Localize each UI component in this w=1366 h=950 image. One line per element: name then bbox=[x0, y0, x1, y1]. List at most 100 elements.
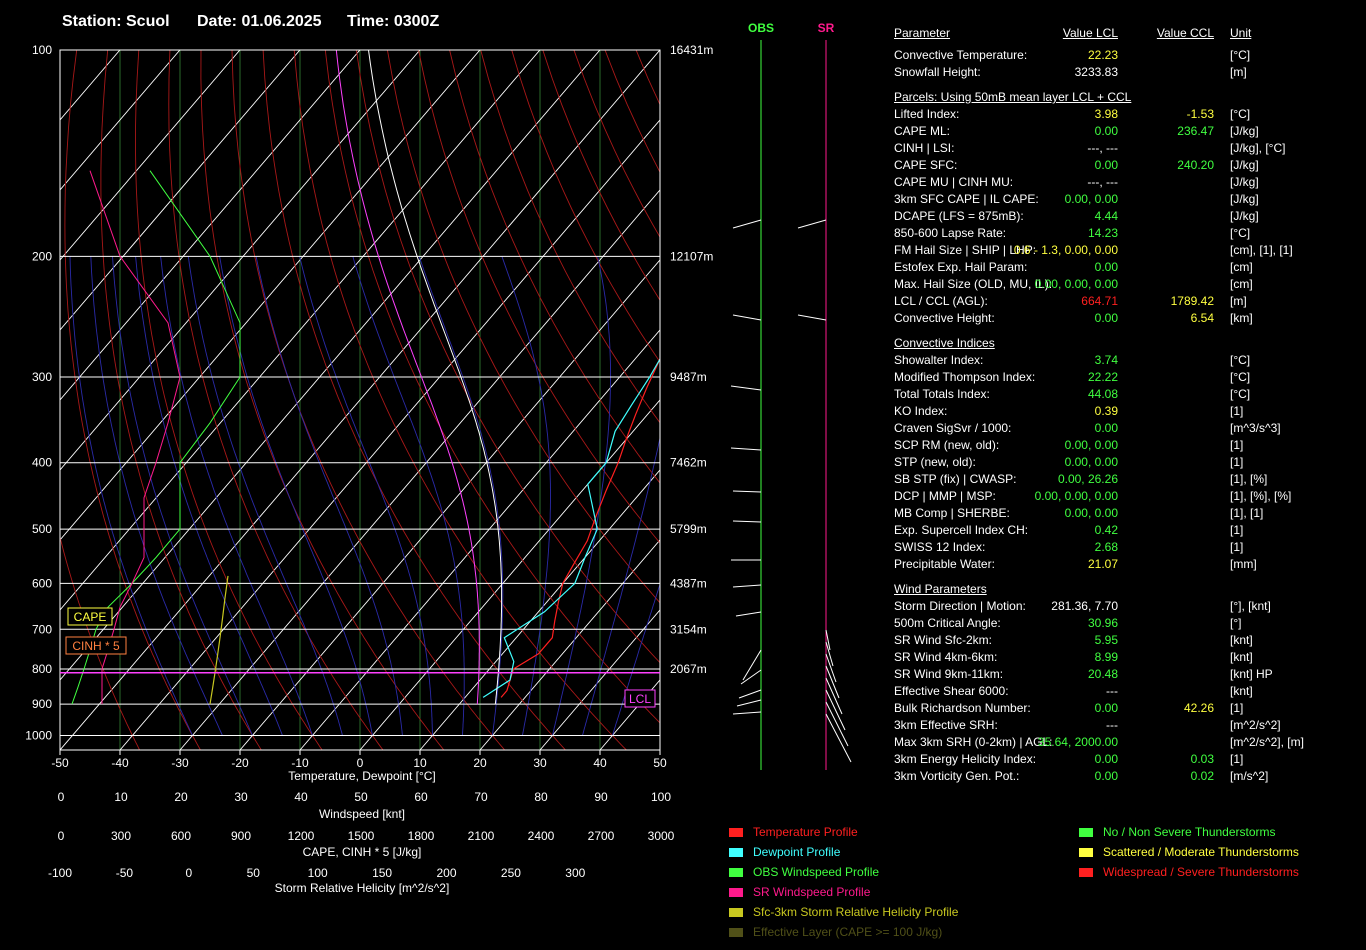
secondary-tick-label: 90 bbox=[594, 790, 608, 804]
time-header: Time: 0300Z bbox=[347, 13, 440, 30]
obs-wind-barb bbox=[732, 711, 762, 715]
obs-wind-barb bbox=[730, 447, 762, 451]
height-tick-label: 9487m bbox=[670, 370, 707, 384]
param-name: 3km Effective SRH: bbox=[894, 718, 998, 732]
param-unit: [1] bbox=[1230, 404, 1244, 418]
secondary-axis-label: Storm Relative Helicity [m^2/s^2] bbox=[275, 881, 450, 895]
param-name: SR Wind 9km-11km: bbox=[894, 667, 1004, 681]
sr-wind-barb bbox=[825, 689, 846, 731]
height-tick-label: 5799m bbox=[670, 522, 707, 536]
param-row: CAPE SFC: 0.00 240.20 [J/kg] bbox=[894, 158, 1334, 175]
param-unit: [m^2/s^2], [m] bbox=[1230, 735, 1304, 749]
param-value-lcl: 0.00 bbox=[1094, 421, 1118, 435]
isotherm-line bbox=[60, 50, 361, 401]
param-row: Max 3km SRH (0-2km) | AGL: 35.64, 2000.00… bbox=[894, 735, 1334, 752]
legend-entry: Sfc-3km Storm Relative Helicity Profile bbox=[729, 905, 958, 919]
param-row: Wind Parameters bbox=[894, 582, 1334, 599]
dry-adiabat bbox=[355, 50, 660, 664]
height-tick-label: 4387m bbox=[670, 576, 707, 590]
x-tick-label: -20 bbox=[231, 756, 249, 770]
param-name: CAPE MU | CINH MU: bbox=[894, 175, 1014, 189]
param-row: Effective Shear 6000: --- [knt] bbox=[894, 684, 1334, 701]
legend-entry: Dewpoint Profile bbox=[729, 845, 840, 859]
param-value-lcl: Value LCL bbox=[1062, 26, 1118, 40]
param-value-lcl: 0.00, 0.00, 0.00 bbox=[1034, 277, 1118, 291]
pressure-tick-label: 600 bbox=[32, 576, 52, 590]
obs-column-title: OBS bbox=[748, 21, 774, 35]
secondary-tick-label: 200 bbox=[436, 866, 456, 880]
param-value-ccl: 236.47 bbox=[1177, 124, 1214, 138]
param-unit: [J/kg] bbox=[1230, 209, 1259, 223]
param-value-lcl: 5.95 bbox=[1094, 633, 1118, 647]
sr-wind-barb bbox=[797, 314, 827, 321]
param-row: Bulk Richardson Number: 0.00 42.26 [1] bbox=[894, 701, 1334, 718]
param-value-ccl: 240.20 bbox=[1177, 158, 1214, 172]
legend-swatch bbox=[1079, 868, 1093, 878]
param-unit: [km] bbox=[1230, 311, 1253, 325]
dry-adiabat bbox=[511, 50, 660, 363]
param-unit: [knt] bbox=[1230, 684, 1253, 698]
param-value-lcl: 35.64, 2000.00 bbox=[1037, 735, 1118, 749]
pressure-tick-label: 200 bbox=[32, 249, 52, 263]
dry-adiabat bbox=[262, 50, 566, 750]
param-row: SR Wind 4km-6km: 8.99 [knt] bbox=[894, 650, 1334, 667]
moist-adiabat bbox=[69, 256, 193, 736]
param-value-ccl: 42.26 bbox=[1183, 701, 1214, 715]
secondary-tick-label: 2700 bbox=[588, 829, 615, 843]
secondary-tick-label: 2400 bbox=[528, 829, 555, 843]
param-unit: [°], [knt] bbox=[1230, 599, 1271, 613]
param-name: Bulk Richardson Number: bbox=[894, 701, 1031, 715]
isotherm-line bbox=[479, 539, 660, 750]
param-value-ccl: Value CCL bbox=[1156, 26, 1214, 40]
param-value-ccl: 1789.42 bbox=[1170, 294, 1214, 308]
param-name: Max. Hail Size (OLD, MU, IL): bbox=[894, 277, 1053, 291]
param-row: Precipitable Water: 21.07 [mm] bbox=[894, 557, 1334, 574]
height-tick-label: 16431m bbox=[670, 43, 713, 57]
dry-adiabat bbox=[449, 50, 660, 484]
x-tick-label: -30 bbox=[171, 756, 189, 770]
dry-adiabat bbox=[231, 50, 506, 750]
x-tick-label: 0 bbox=[357, 756, 364, 770]
param-value-lcl: 281.36, 7.70 bbox=[1051, 599, 1118, 613]
param-unit: [1] bbox=[1230, 752, 1244, 766]
secondary-tick-label: 0 bbox=[58, 829, 65, 843]
secondary-tick-label: 0 bbox=[185, 866, 192, 880]
param-row: Showalter Index: 3.74 [°C] bbox=[894, 353, 1334, 370]
date-header: Date: 01.06.2025 bbox=[197, 13, 322, 30]
param-row: SR Wind Sfc-2km: 5.95 [knt] bbox=[894, 633, 1334, 650]
legend-swatch bbox=[729, 888, 743, 898]
obs-wind-barb bbox=[738, 689, 762, 699]
legend-swatch bbox=[1079, 828, 1093, 838]
param-name: SR Wind Sfc-2km: bbox=[894, 633, 993, 647]
secondary-tick-label: 50 bbox=[247, 866, 261, 880]
cinh-label: CINH * 5 bbox=[72, 639, 120, 653]
annotation-box bbox=[65, 636, 127, 655]
secondary-tick-label: 20 bbox=[174, 790, 188, 804]
param-row: Convective Indices bbox=[894, 336, 1334, 353]
pressure-tick-label: 500 bbox=[32, 522, 52, 536]
pressure-tick-label: 700 bbox=[32, 622, 52, 636]
param-row: Storm Direction | Motion: 281.36, 7.70 [°]… bbox=[894, 599, 1334, 616]
dewpoint-profile-line bbox=[482, 357, 660, 698]
param-unit: [1], [%] bbox=[1230, 472, 1268, 486]
param-unit: [J/kg], [°C] bbox=[1230, 141, 1286, 155]
isotherm-line bbox=[60, 50, 301, 331]
secondary-tick-label: -100 bbox=[48, 866, 72, 880]
secondary-tick-label: 70 bbox=[474, 790, 488, 804]
legend-label: Effective Layer (CAPE >= 100 J/kg) bbox=[753, 925, 943, 939]
param-value-lcl: 0.00 bbox=[1094, 158, 1118, 172]
param-name: Lifted Index: bbox=[894, 107, 960, 121]
param-row: Convective Temperature: 22.23 [°C] bbox=[894, 48, 1334, 65]
param-row: Craven SigSvr / 1000: 0.00 [m^3/s^3] bbox=[894, 421, 1334, 438]
x-axis-label: Temperature, Dewpoint [°C] bbox=[288, 769, 436, 783]
param-unit: Unit bbox=[1230, 26, 1252, 40]
lcl-label: LCL bbox=[629, 692, 651, 706]
param-unit: [1] bbox=[1230, 455, 1244, 469]
param-row: 500m Critical Angle: 30.96 [°] bbox=[894, 616, 1334, 633]
isotherm-line bbox=[60, 50, 421, 471]
x-tick-label: -50 bbox=[51, 756, 69, 770]
param-name: Effective Shear 6000: bbox=[894, 684, 1009, 698]
x-tick-label: 50 bbox=[653, 756, 667, 770]
param-value-lcl: 3.98 bbox=[1094, 107, 1118, 121]
param-row: 3km Energy Helicity Index: 0.00 0.03 [1] bbox=[894, 752, 1334, 769]
